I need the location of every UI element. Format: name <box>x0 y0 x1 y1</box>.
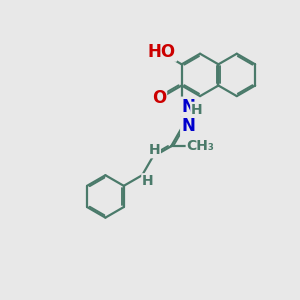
Text: H: H <box>148 143 160 158</box>
Text: O: O <box>152 88 166 106</box>
Text: H: H <box>142 174 154 188</box>
Text: HO: HO <box>148 43 176 61</box>
Text: N: N <box>181 117 195 135</box>
Text: H: H <box>191 103 203 117</box>
Text: N: N <box>181 98 195 116</box>
Text: CH₃: CH₃ <box>187 139 214 153</box>
